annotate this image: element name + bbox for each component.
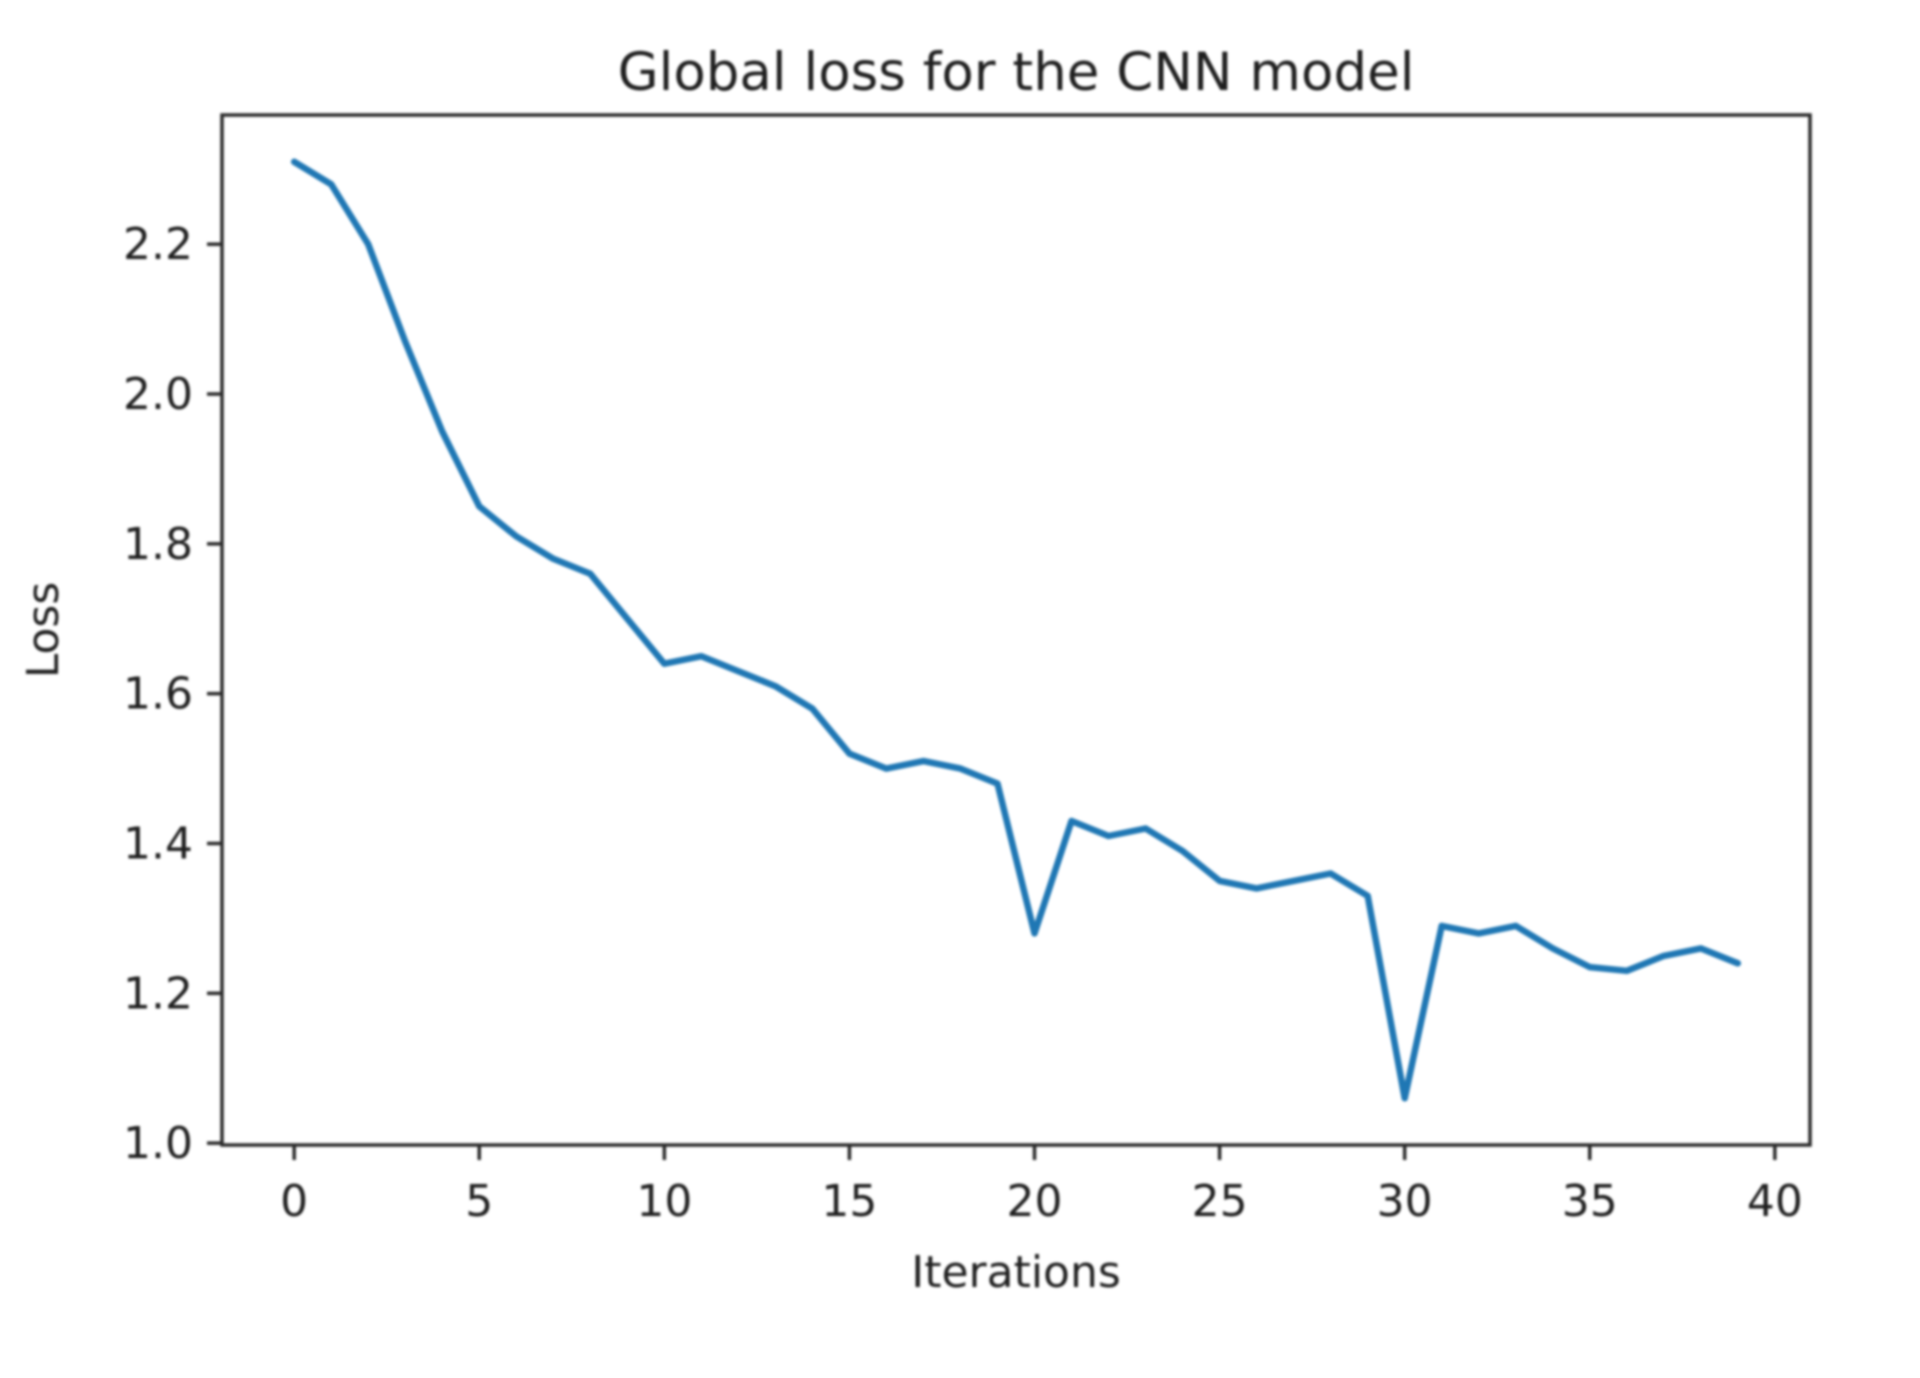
y-tick-label: 2.0 (123, 369, 193, 420)
x-tick-label: 0 (280, 1176, 308, 1227)
y-tick-label: 2.2 (123, 219, 193, 270)
x-tick-label: 40 (1747, 1176, 1803, 1227)
x-tick-label: 5 (465, 1176, 493, 1227)
loss-curve (290, 158, 1742, 1102)
y-tick-label: 1.6 (123, 669, 193, 720)
x-tick-label: 10 (636, 1176, 692, 1227)
x-tick-label: 30 (1377, 1176, 1433, 1227)
x-axis-label: Iterations (911, 1247, 1121, 1298)
y-tick-label: 1.4 (123, 818, 193, 869)
x-tick-label: 25 (1192, 1176, 1248, 1227)
chart-title: Global loss for the CNN model (618, 42, 1415, 103)
plot-border (220, 113, 1812, 1147)
y-axis-ticks: 1.0 1.2 1.4 1.6 1.8 2.0 2.2 (123, 219, 222, 1169)
y-tick-label: 1.0 (123, 1118, 193, 1169)
y-tick-label: 1.8 (123, 519, 193, 570)
y-axis-label: Loss (18, 582, 69, 679)
x-tick-label: 15 (821, 1176, 877, 1227)
x-tick-label: 35 (1562, 1176, 1618, 1227)
y-tick-label: 1.2 (123, 968, 193, 1019)
x-tick-label: 20 (1007, 1176, 1063, 1227)
x-axis-ticks: 0 5 10 15 20 25 30 35 40 (280, 1145, 1803, 1227)
